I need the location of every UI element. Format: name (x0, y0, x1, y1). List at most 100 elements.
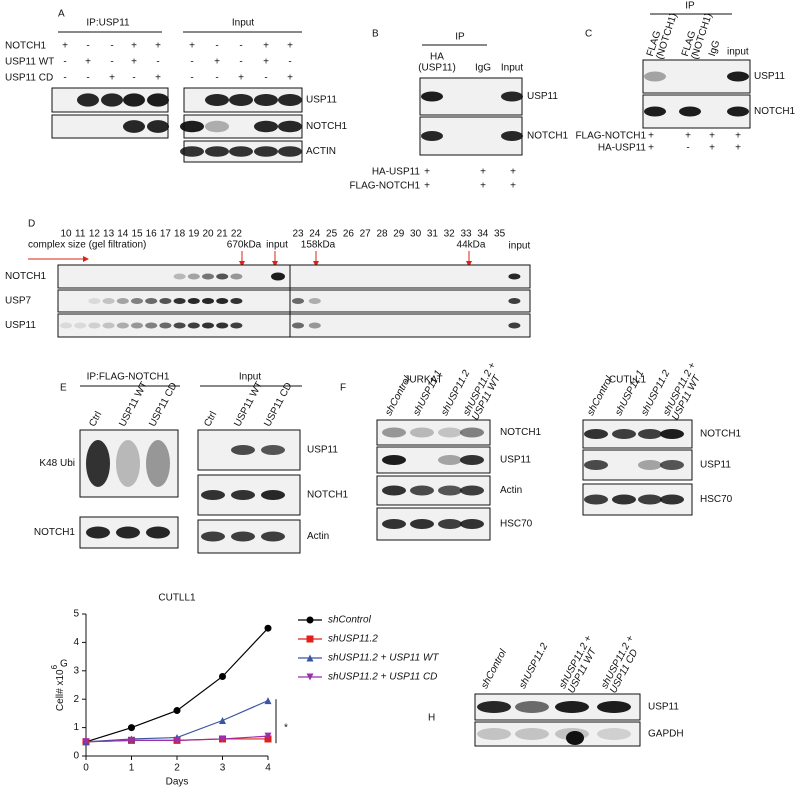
data-point (264, 732, 272, 740)
sign: - (215, 41, 218, 52)
sign: + (510, 167, 516, 178)
lane-number: 17 (160, 229, 172, 240)
data-point (219, 735, 226, 743)
sign: - (264, 73, 267, 84)
band (145, 298, 158, 304)
x-axis-label: Days (166, 777, 189, 788)
lane-number: 26 (343, 229, 355, 240)
size-marker: 44kDa (457, 240, 486, 251)
band (147, 120, 169, 133)
blot-label: NOTCH1 (500, 427, 542, 438)
band (74, 322, 87, 329)
caption: complex size (gel filtration) (28, 240, 146, 251)
data-point (128, 736, 135, 744)
lane-number: 31 (427, 229, 439, 240)
sign: + (62, 41, 68, 52)
panel-letter: E (60, 383, 67, 394)
band (101, 93, 123, 107)
lane-number: 34 (477, 229, 489, 240)
y-tick-label: 4 (73, 637, 79, 648)
blot-label: USP11 (500, 455, 531, 466)
legend-marker (306, 673, 314, 681)
blot-label: USP11 (648, 702, 679, 713)
blot-label: NOTCH1 (5, 271, 47, 282)
band (261, 531, 285, 542)
blot-label: Actin (307, 531, 329, 542)
lane-number: 11 (75, 229, 86, 240)
y-axis-label-text: Cell# x10 (55, 669, 66, 711)
band (230, 298, 243, 304)
lane-number: 15 (131, 229, 143, 240)
band (173, 322, 186, 329)
sign: - (86, 41, 89, 52)
blot-label: USP7 (5, 296, 32, 307)
blot-label: USP11 (306, 95, 337, 106)
band (230, 273, 243, 280)
band (292, 298, 304, 304)
condition-label: USP11 CD (5, 73, 53, 84)
band (612, 429, 636, 439)
input-header: Input (232, 18, 254, 29)
sign: + (263, 57, 269, 68)
band (202, 273, 214, 280)
blot-label: HSC70 (700, 494, 733, 505)
legend-marker (306, 635, 314, 643)
blot-label: ACTIN (306, 146, 336, 157)
band (205, 146, 229, 157)
sign: - (63, 73, 66, 84)
band (308, 298, 321, 304)
band (216, 322, 229, 329)
x-tick-label: 1 (129, 763, 135, 774)
data-point (219, 717, 226, 724)
band (660, 429, 684, 439)
sign: + (85, 57, 91, 68)
lane-label: IgG (475, 63, 491, 74)
band (116, 322, 129, 329)
band (205, 120, 229, 133)
blot-label: NOTCH1 (307, 490, 349, 501)
sign: - (686, 143, 689, 154)
sign: + (510, 181, 516, 192)
sign: + (238, 73, 244, 84)
x-tick-label: 3 (220, 763, 226, 774)
lane-number: 10 (60, 229, 72, 240)
sign: - (63, 57, 66, 68)
band (308, 322, 321, 329)
lane-label: USP11 WT (117, 380, 150, 429)
blot (474, 721, 641, 747)
band (201, 490, 225, 500)
sign: - (156, 57, 159, 68)
lane-label: shControl (479, 647, 509, 691)
sign: - (86, 73, 89, 84)
data-point (173, 707, 181, 715)
lane-number: 20 (202, 229, 214, 240)
band (438, 519, 462, 529)
band (254, 146, 278, 157)
data-point (173, 736, 181, 744)
condition-label: NOTCH1 (5, 41, 47, 52)
band (638, 429, 662, 439)
sign: - (239, 57, 242, 68)
band (202, 298, 214, 304)
band (638, 494, 662, 505)
sign: + (155, 73, 161, 84)
data-point (264, 624, 272, 632)
band (230, 322, 243, 329)
blot-label: HSC70 (500, 519, 533, 530)
band (229, 146, 253, 157)
band (159, 322, 172, 329)
y-axis-label: Cell# x106 (50, 664, 66, 711)
band (460, 427, 484, 438)
band (116, 298, 129, 304)
ip-header: IP:USP11 (86, 18, 130, 29)
blot-label: NOTCH1 (700, 429, 742, 440)
band (202, 322, 214, 329)
blot (57, 264, 531, 289)
y-tick-label: 2 (73, 694, 79, 705)
band (187, 298, 200, 304)
lane-number: 33 (460, 229, 472, 240)
sign: + (109, 73, 115, 84)
band (77, 93, 99, 107)
lane-number: 28 (376, 229, 388, 240)
band (410, 485, 434, 496)
